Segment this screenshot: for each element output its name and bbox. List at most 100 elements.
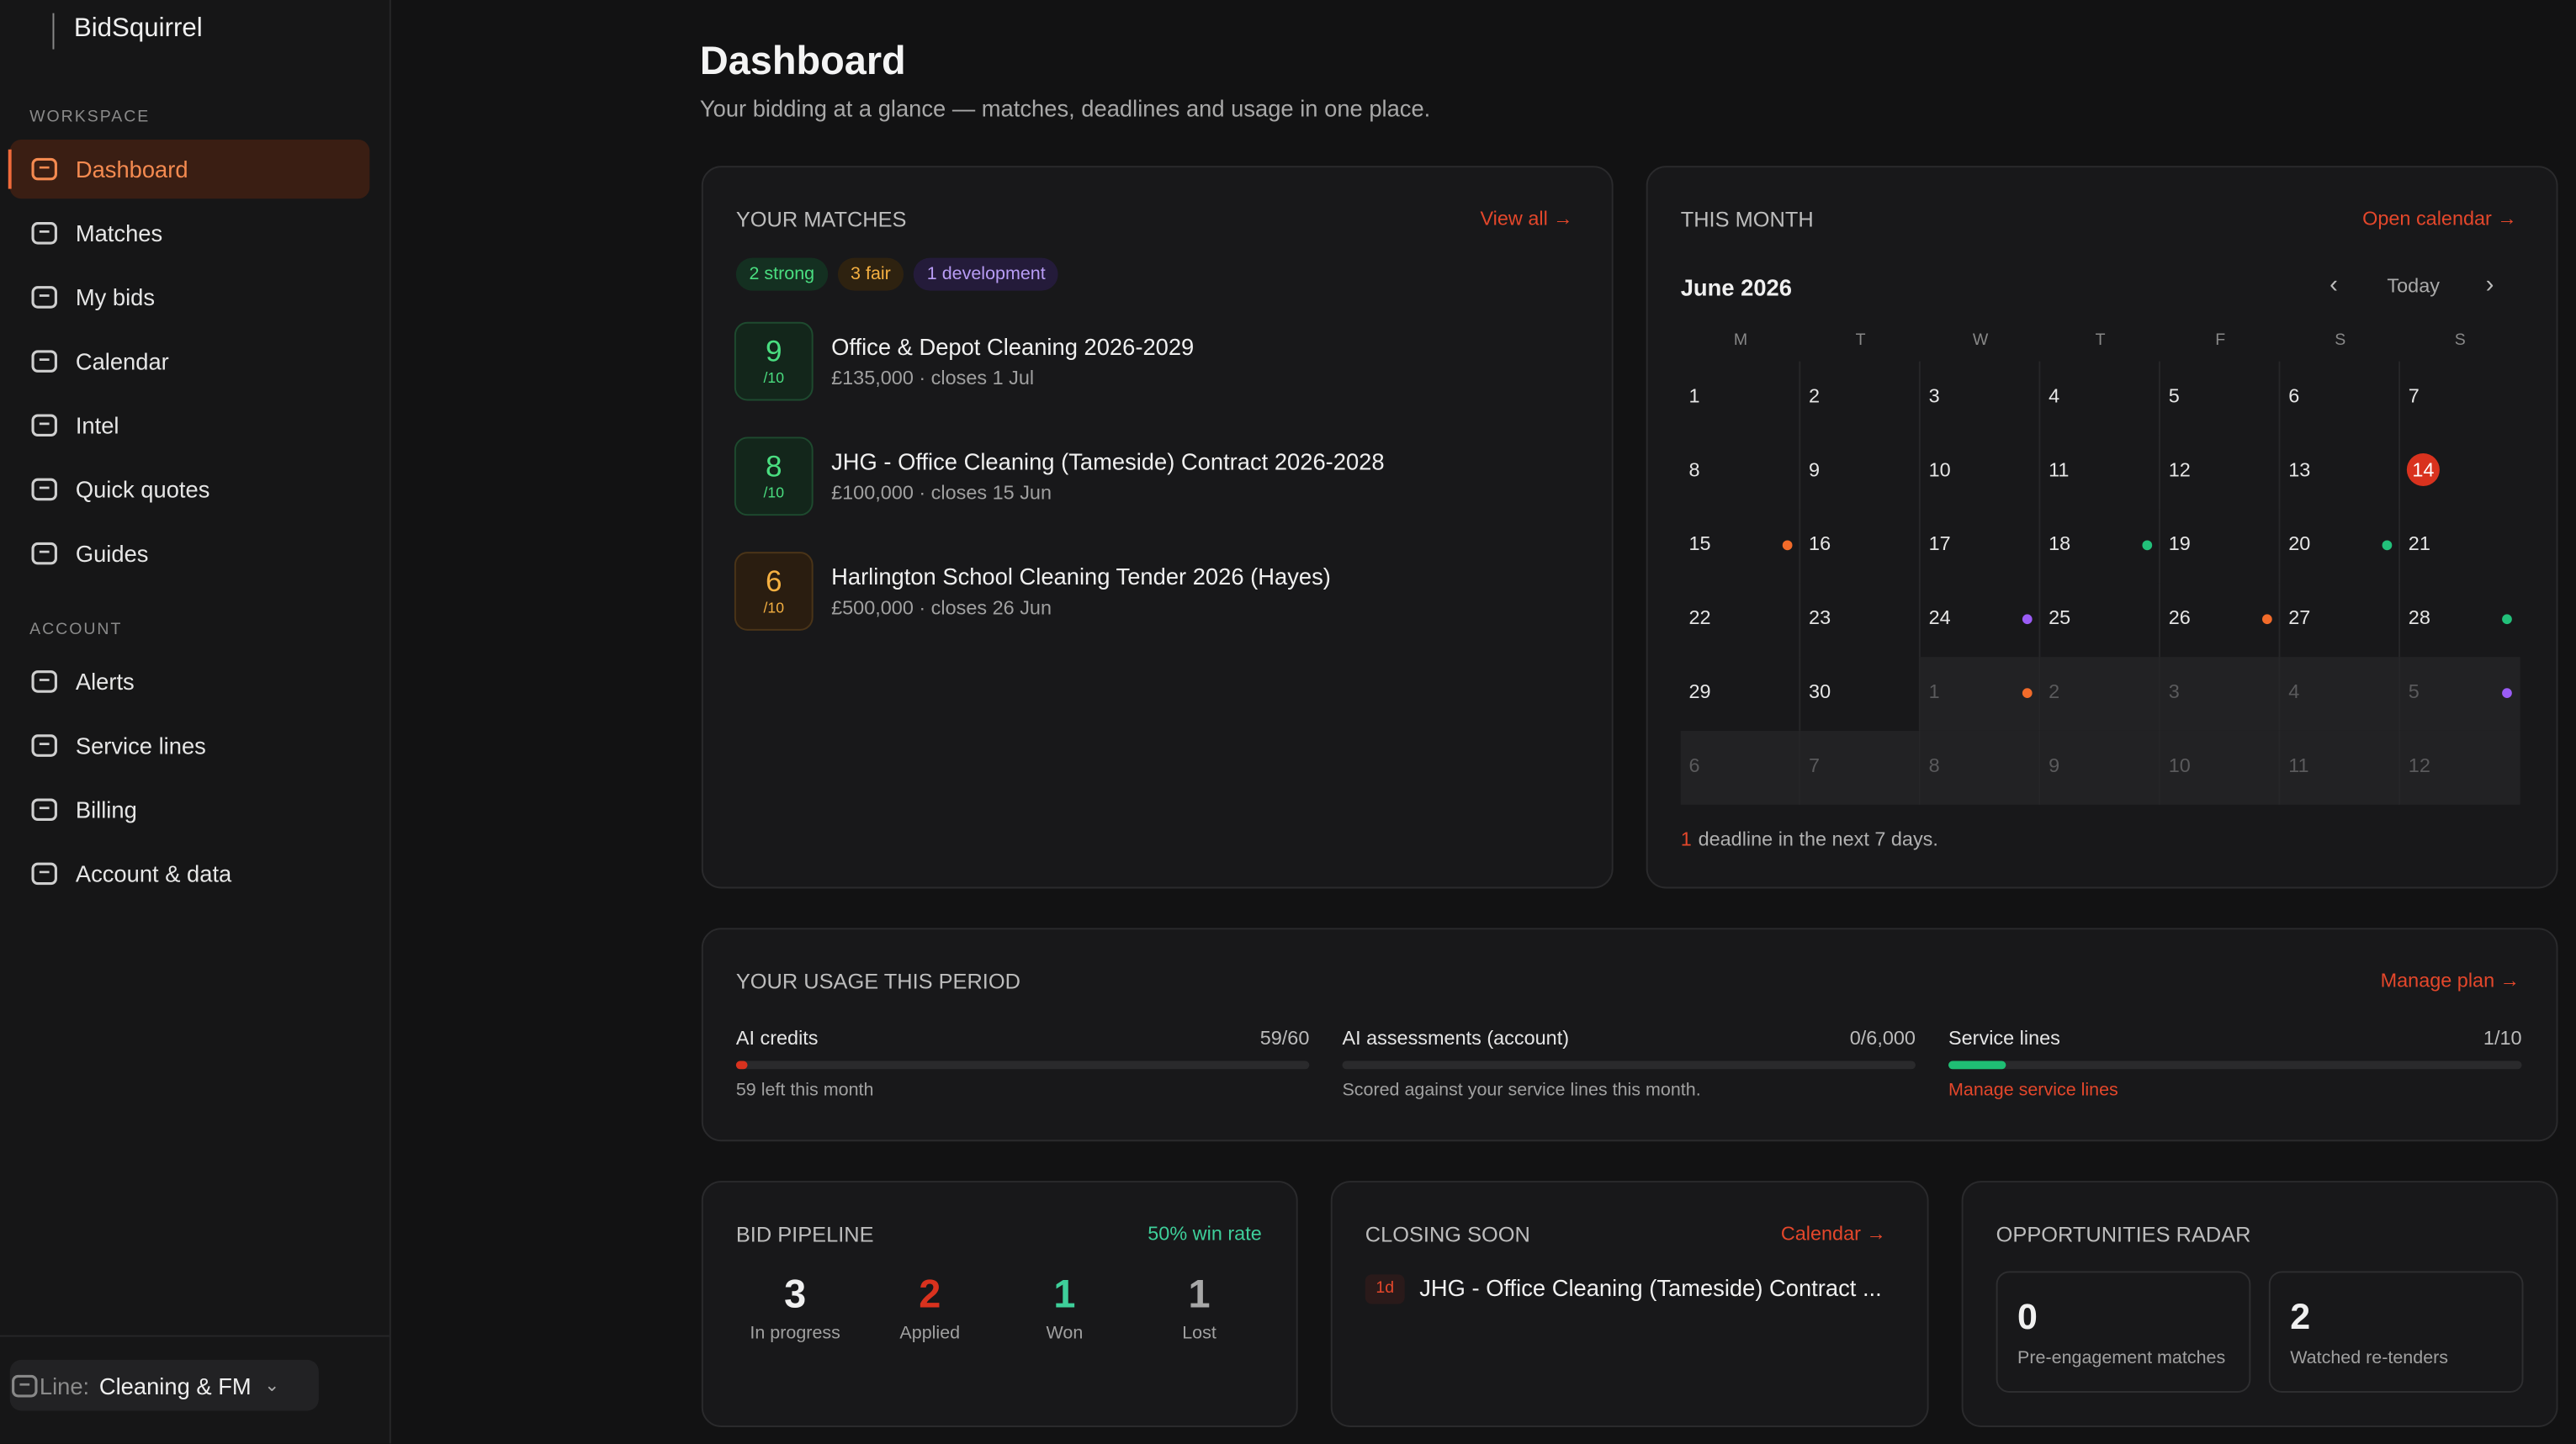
day-cell[interactable]: 13 (2280, 435, 2401, 510)
event-dot (2382, 540, 2393, 551)
day-cell[interactable]: 12 (2400, 730, 2520, 805)
match-title[interactable]: JHG - Office Cleaning (Tameside) Contrac… (831, 448, 1385, 475)
day-cell[interactable]: 10 (1921, 435, 2041, 510)
weekday: T (1855, 331, 1866, 350)
day-number: 28 (2408, 606, 2430, 629)
card-link[interactable]: Manage plan → (2380, 969, 2520, 992)
day-cell[interactable]: 27 (2280, 583, 2401, 658)
day-cell[interactable]: 15 (1681, 509, 1801, 584)
nav-item[interactable]: Quick quotes (10, 460, 370, 519)
day-cell[interactable]: 2 (2040, 657, 2160, 731)
nav-item[interactable]: Matches (10, 204, 370, 262)
card-link[interactable]: View all → (1480, 207, 1573, 230)
nav-item[interactable]: Dashboard (8, 139, 370, 199)
weekday: T (2095, 331, 2106, 350)
day-cell[interactable]: 24 (1921, 583, 2041, 658)
day-cell[interactable]: 14 (2400, 435, 2520, 509)
day-number: 30 (1809, 680, 1831, 703)
nav-item[interactable]: Intel (10, 396, 370, 455)
radar-value: 0 (2017, 1295, 2038, 1337)
day-cell[interactable]: 20 (2280, 509, 2401, 584)
day-cell[interactable]: 28 (2400, 583, 2520, 657)
day-cell[interactable]: 16 (1800, 509, 1921, 584)
prev[interactable]: ‹ (2330, 271, 2338, 299)
nav-item[interactable]: Calendar (10, 331, 370, 390)
nav-item[interactable]: Guides (10, 524, 370, 583)
day-number: 8 (1928, 754, 1940, 777)
radar-card: OPPORTUNITIES RADAR 0 Pre-engagement match… (1961, 1181, 2558, 1427)
score-max: /10 (763, 599, 784, 616)
day-cell[interactable]: 30 (1800, 657, 1921, 731)
match-title[interactable]: Office & Depot Cleaning 2026-2029 (831, 333, 1195, 360)
day-number: 7 (2408, 383, 2420, 408)
nav-label: My bids (75, 283, 156, 311)
card-link[interactable]: Open calendar → (2362, 207, 2517, 230)
day-cell[interactable]: 3 (2160, 657, 2281, 731)
day-cell[interactable]: 2 (1800, 361, 1921, 436)
day-cell[interactable]: 5 (2400, 657, 2520, 731)
day-cell[interactable]: 25 (2040, 583, 2160, 658)
weekday: F (2215, 331, 2226, 350)
day-cell[interactable]: 1 (1920, 657, 2041, 731)
day-cell[interactable]: 6 (2280, 361, 2401, 436)
day-cell[interactable]: 4 (2280, 657, 2401, 731)
day-cell[interactable]: 8 (1681, 435, 1801, 510)
day-cell[interactable]: 11 (2280, 730, 2401, 805)
nav-item[interactable]: Billing (10, 780, 370, 839)
day-number: 29 (1688, 680, 1711, 703)
day-cell[interactable]: 10 (2160, 730, 2281, 805)
next[interactable]: › (2485, 271, 2494, 299)
day-cell[interactable]: 4 (2040, 361, 2160, 436)
stat-label: Won (1046, 1323, 1084, 1344)
score: 8 (765, 450, 782, 484)
day-cell[interactable]: 23 (1800, 583, 1921, 658)
day-cell[interactable]: 1 (1681, 361, 1801, 436)
nav-item[interactable]: Account & data (10, 844, 370, 903)
nav-item[interactable]: Service lines (10, 716, 370, 775)
active-indicator (8, 149, 12, 189)
nav-item[interactable]: Alerts (10, 652, 370, 711)
day-cell[interactable]: 3 (1921, 361, 2041, 436)
usage-fill (1948, 1061, 2006, 1070)
sidebar: BidSquirrel WORKSPACE Dashboard Matches My b… (0, 0, 391, 1444)
closing-item[interactable]: JHG - Office Cleaning (Tameside) Contrac… (1419, 1274, 1882, 1301)
day-cell[interactable]: 26 (2160, 583, 2281, 658)
day-cell[interactable]: 12 (2160, 435, 2281, 510)
day-cell[interactable]: 19 (2160, 509, 2281, 584)
day-cell[interactable]: 9 (2040, 730, 2160, 805)
day-number: 13 (2288, 458, 2311, 482)
day-cell[interactable]: 18 (2040, 509, 2160, 584)
day-cell[interactable]: 5 (2160, 361, 2281, 436)
day-cell[interactable]: 11 (2040, 435, 2160, 510)
card-link[interactable]: Calendar → (1780, 1221, 1886, 1246)
icon (31, 478, 57, 501)
day-number: 2 (1809, 383, 1821, 408)
day-cell[interactable]: 21 (2400, 509, 2520, 583)
day-cell[interactable]: 8 (1920, 730, 2041, 805)
day-cell[interactable]: 22 (1681, 583, 1801, 658)
radar-tile[interactable]: 2 Watched re-tenders (2268, 1271, 2524, 1393)
day-number: 18 (2049, 532, 2071, 556)
stat-label: Lost (1182, 1323, 1216, 1344)
match-title[interactable]: Harlington School Cleaning Tender 2026 (… (831, 563, 1331, 590)
day-cell[interactable]: 29 (1681, 657, 1801, 731)
today-button[interactable]: Today (2387, 274, 2440, 298)
usage-note[interactable]: Manage service lines (1948, 1080, 2118, 1101)
section-heading: ACCOUNT (29, 621, 123, 639)
stat-label: Applied (899, 1323, 961, 1344)
nav-label: Dashboard (75, 156, 188, 182)
day-cell[interactable]: 6 (1680, 730, 1801, 805)
usage-value: 59/60 (1259, 1026, 1310, 1050)
day-cell[interactable]: 17 (1921, 509, 2041, 584)
day-cell[interactable]: 9 (1800, 435, 1921, 510)
nav-item[interactable]: My bids (10, 267, 370, 326)
tag: 2 strong (735, 257, 828, 291)
day-cell[interactable]: 7 (2400, 362, 2520, 436)
deadline-text: deadline in the next 7 days. (1698, 828, 1938, 851)
line-selector[interactable]: Line: Cleaning & FM ⌄ (9, 1359, 319, 1411)
radar-tile[interactable]: 0 Pre-engagement matches (1996, 1271, 2251, 1393)
icon (12, 1373, 38, 1397)
usage-bar (1342, 1061, 1916, 1070)
day-cell[interactable]: 7 (1800, 730, 1921, 805)
